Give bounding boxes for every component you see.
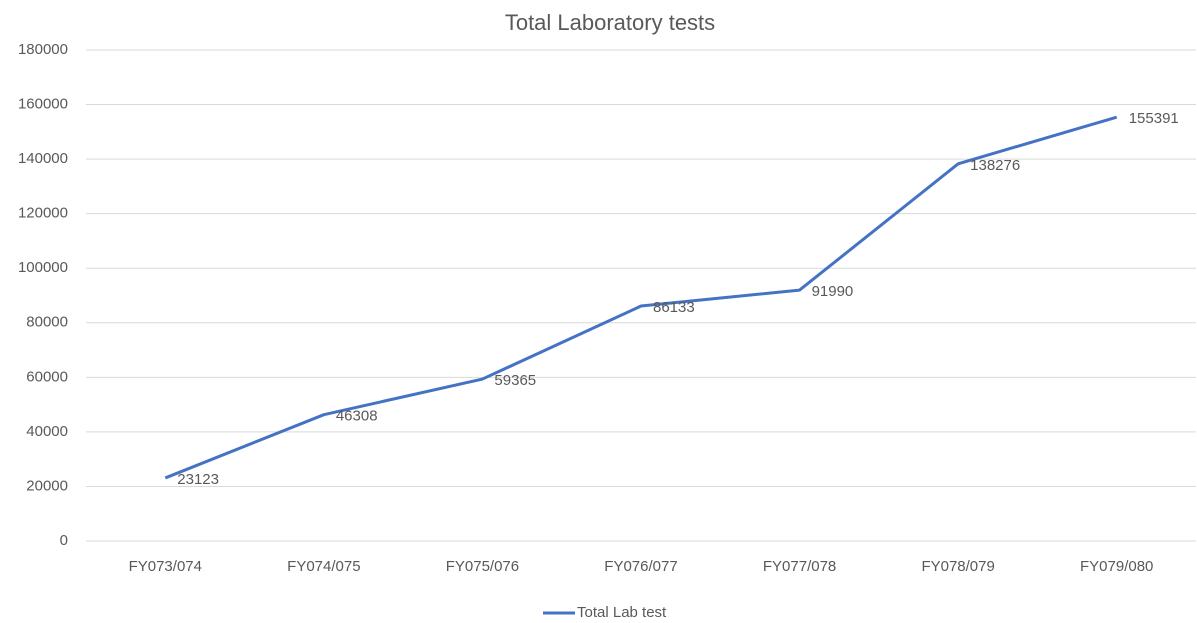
y-tick-label: 100000 xyxy=(18,259,68,276)
y-tick-label: 80000 xyxy=(26,314,68,331)
data-label: 91990 xyxy=(812,283,854,300)
y-tick-label: 160000 xyxy=(18,96,68,113)
y-tick-label: 140000 xyxy=(18,150,68,167)
line xyxy=(164,115,1118,480)
data-label: 86133 xyxy=(653,299,695,316)
y-tick-label: 180000 xyxy=(18,41,68,58)
data-label: 138276 xyxy=(970,157,1020,174)
x-tick-label: FY077/078 xyxy=(763,558,836,575)
y-tick-label: 0 xyxy=(60,532,68,549)
legend-label: Total Lab test xyxy=(577,604,667,621)
y-tick-label: 20000 xyxy=(26,477,68,494)
x-tick-label: FY075/076 xyxy=(446,558,519,575)
chart-title: Total Laboratory tests xyxy=(505,10,715,35)
y-tick-label: 40000 xyxy=(26,423,68,440)
y-tick-label: 120000 xyxy=(18,205,68,222)
y-tick-label: 60000 xyxy=(26,368,68,385)
data-label: 155391 xyxy=(1129,110,1179,127)
x-tick-label: FY079/080 xyxy=(1080,558,1153,575)
x-tick-label: FY078/079 xyxy=(921,558,994,575)
x-tick-label: FY073/074 xyxy=(129,558,202,575)
x-tick-label: FY074/075 xyxy=(287,558,360,575)
data-label: 23123 xyxy=(177,471,219,488)
data-label: 59365 xyxy=(494,372,536,389)
x-tick-label: FY076/077 xyxy=(604,558,677,575)
data-label: 46308 xyxy=(336,408,378,425)
